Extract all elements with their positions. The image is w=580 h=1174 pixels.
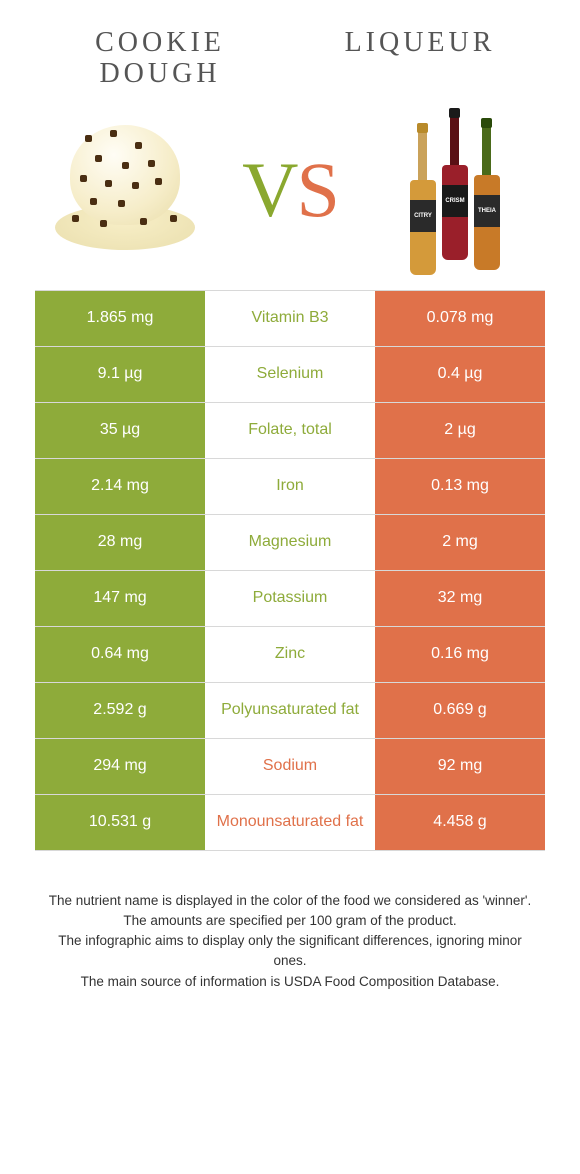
table-row: 294 mgSodium92 mg (35, 739, 545, 795)
value-right: 0.078 mg (375, 291, 545, 346)
value-left: 35 µg (35, 403, 205, 458)
table-row: 10.531 gMonounsaturated fat4.458 g (35, 795, 545, 851)
nutrient-name: Selenium (205, 347, 375, 402)
value-left: 147 mg (35, 571, 205, 626)
footer-line: The nutrient name is displayed in the co… (45, 891, 535, 911)
value-right: 4.458 g (375, 795, 545, 850)
value-left: 10.531 g (35, 795, 205, 850)
image-left (40, 105, 210, 275)
footer-line: The infographic aims to display only the… (45, 931, 535, 972)
value-right: 92 mg (375, 739, 545, 794)
footer-line: The main source of information is USDA F… (45, 972, 535, 992)
table-row: 28 mgMagnesium2 mg (35, 515, 545, 571)
table-row: 147 mgPotassium32 mg (35, 571, 545, 627)
title-left: COOKIE DOUGH (60, 28, 260, 90)
nutrient-name: Zinc (205, 627, 375, 682)
value-left: 1.865 mg (35, 291, 205, 346)
nutrient-name: Vitamin B3 (205, 291, 375, 346)
table-row: 9.1 µgSelenium0.4 µg (35, 347, 545, 403)
nutrient-name: Iron (205, 459, 375, 514)
images-row: VS CITRYCRISMTHEIA (0, 100, 580, 290)
vs-v: V (242, 146, 296, 233)
vs-label: VS (242, 145, 338, 235)
value-right: 32 mg (375, 571, 545, 626)
comparison-table: 1.865 mgVitamin B30.078 mg9.1 µgSelenium… (35, 290, 545, 851)
footer-notes: The nutrient name is displayed in the co… (45, 891, 535, 992)
value-right: 2 µg (375, 403, 545, 458)
cookie-dough-icon (50, 120, 200, 260)
value-right: 0.13 mg (375, 459, 545, 514)
value-right: 2 mg (375, 515, 545, 570)
nutrient-name: Polyunsaturated fat (205, 683, 375, 738)
nutrient-name: Potassium (205, 571, 375, 626)
vs-s: S (296, 146, 337, 233)
table-row: 2.592 gPolyunsaturated fat0.669 g (35, 683, 545, 739)
title-right: LIQUEUR (320, 28, 520, 90)
value-right: 0.16 mg (375, 627, 545, 682)
value-right: 0.4 µg (375, 347, 545, 402)
value-right: 0.669 g (375, 683, 545, 738)
value-left: 2.592 g (35, 683, 205, 738)
header: COOKIE DOUGH LIQUEUR (0, 0, 580, 100)
value-left: 9.1 µg (35, 347, 205, 402)
nutrient-name: Magnesium (205, 515, 375, 570)
table-row: 0.64 mgZinc0.16 mg (35, 627, 545, 683)
table-row: 35 µgFolate, total2 µg (35, 403, 545, 459)
value-left: 2.14 mg (35, 459, 205, 514)
nutrient-name: Folate, total (205, 403, 375, 458)
footer-line: The amounts are specified per 100 gram o… (45, 911, 535, 931)
image-right: CITRYCRISMTHEIA (370, 105, 540, 275)
nutrient-name: Monounsaturated fat (205, 795, 375, 850)
table-row: 1.865 mgVitamin B30.078 mg (35, 291, 545, 347)
value-left: 0.64 mg (35, 627, 205, 682)
value-left: 294 mg (35, 739, 205, 794)
value-left: 28 mg (35, 515, 205, 570)
nutrient-name: Sodium (205, 739, 375, 794)
liqueur-bottles-icon: CITRYCRISMTHEIA (390, 105, 520, 275)
table-row: 2.14 mgIron0.13 mg (35, 459, 545, 515)
